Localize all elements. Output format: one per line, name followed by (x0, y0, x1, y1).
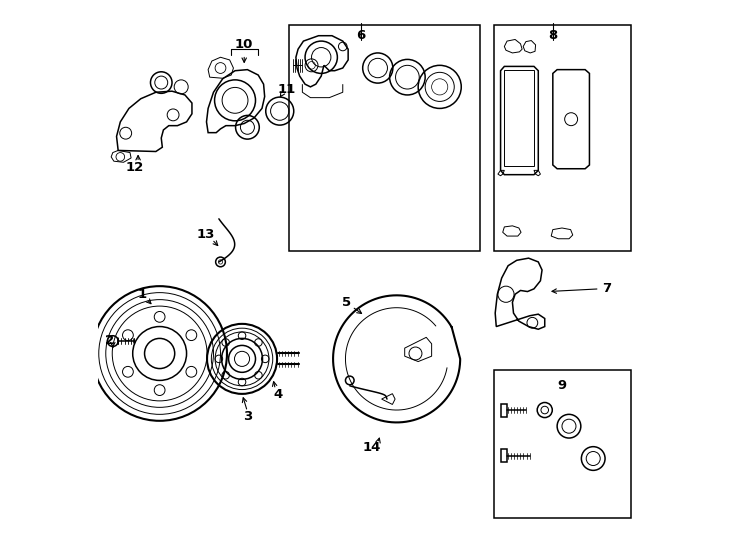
Text: 7: 7 (602, 282, 611, 295)
Text: 11: 11 (277, 83, 295, 96)
Bar (501, 403, 507, 416)
Text: 14: 14 (362, 441, 380, 454)
Text: 9: 9 (557, 379, 567, 392)
Bar (501, 449, 507, 462)
Bar (289, 25, 480, 251)
Text: 13: 13 (196, 228, 214, 241)
Text: 8: 8 (548, 29, 557, 42)
Text: 1: 1 (137, 288, 146, 301)
Text: 3: 3 (243, 410, 252, 423)
Text: 10: 10 (235, 38, 253, 51)
Text: 5: 5 (342, 296, 351, 309)
Bar (493, 370, 631, 518)
Text: 4: 4 (274, 388, 283, 401)
Text: 6: 6 (356, 29, 365, 42)
Text: 2: 2 (105, 334, 114, 347)
Bar (493, 25, 631, 251)
Text: 12: 12 (126, 161, 143, 174)
